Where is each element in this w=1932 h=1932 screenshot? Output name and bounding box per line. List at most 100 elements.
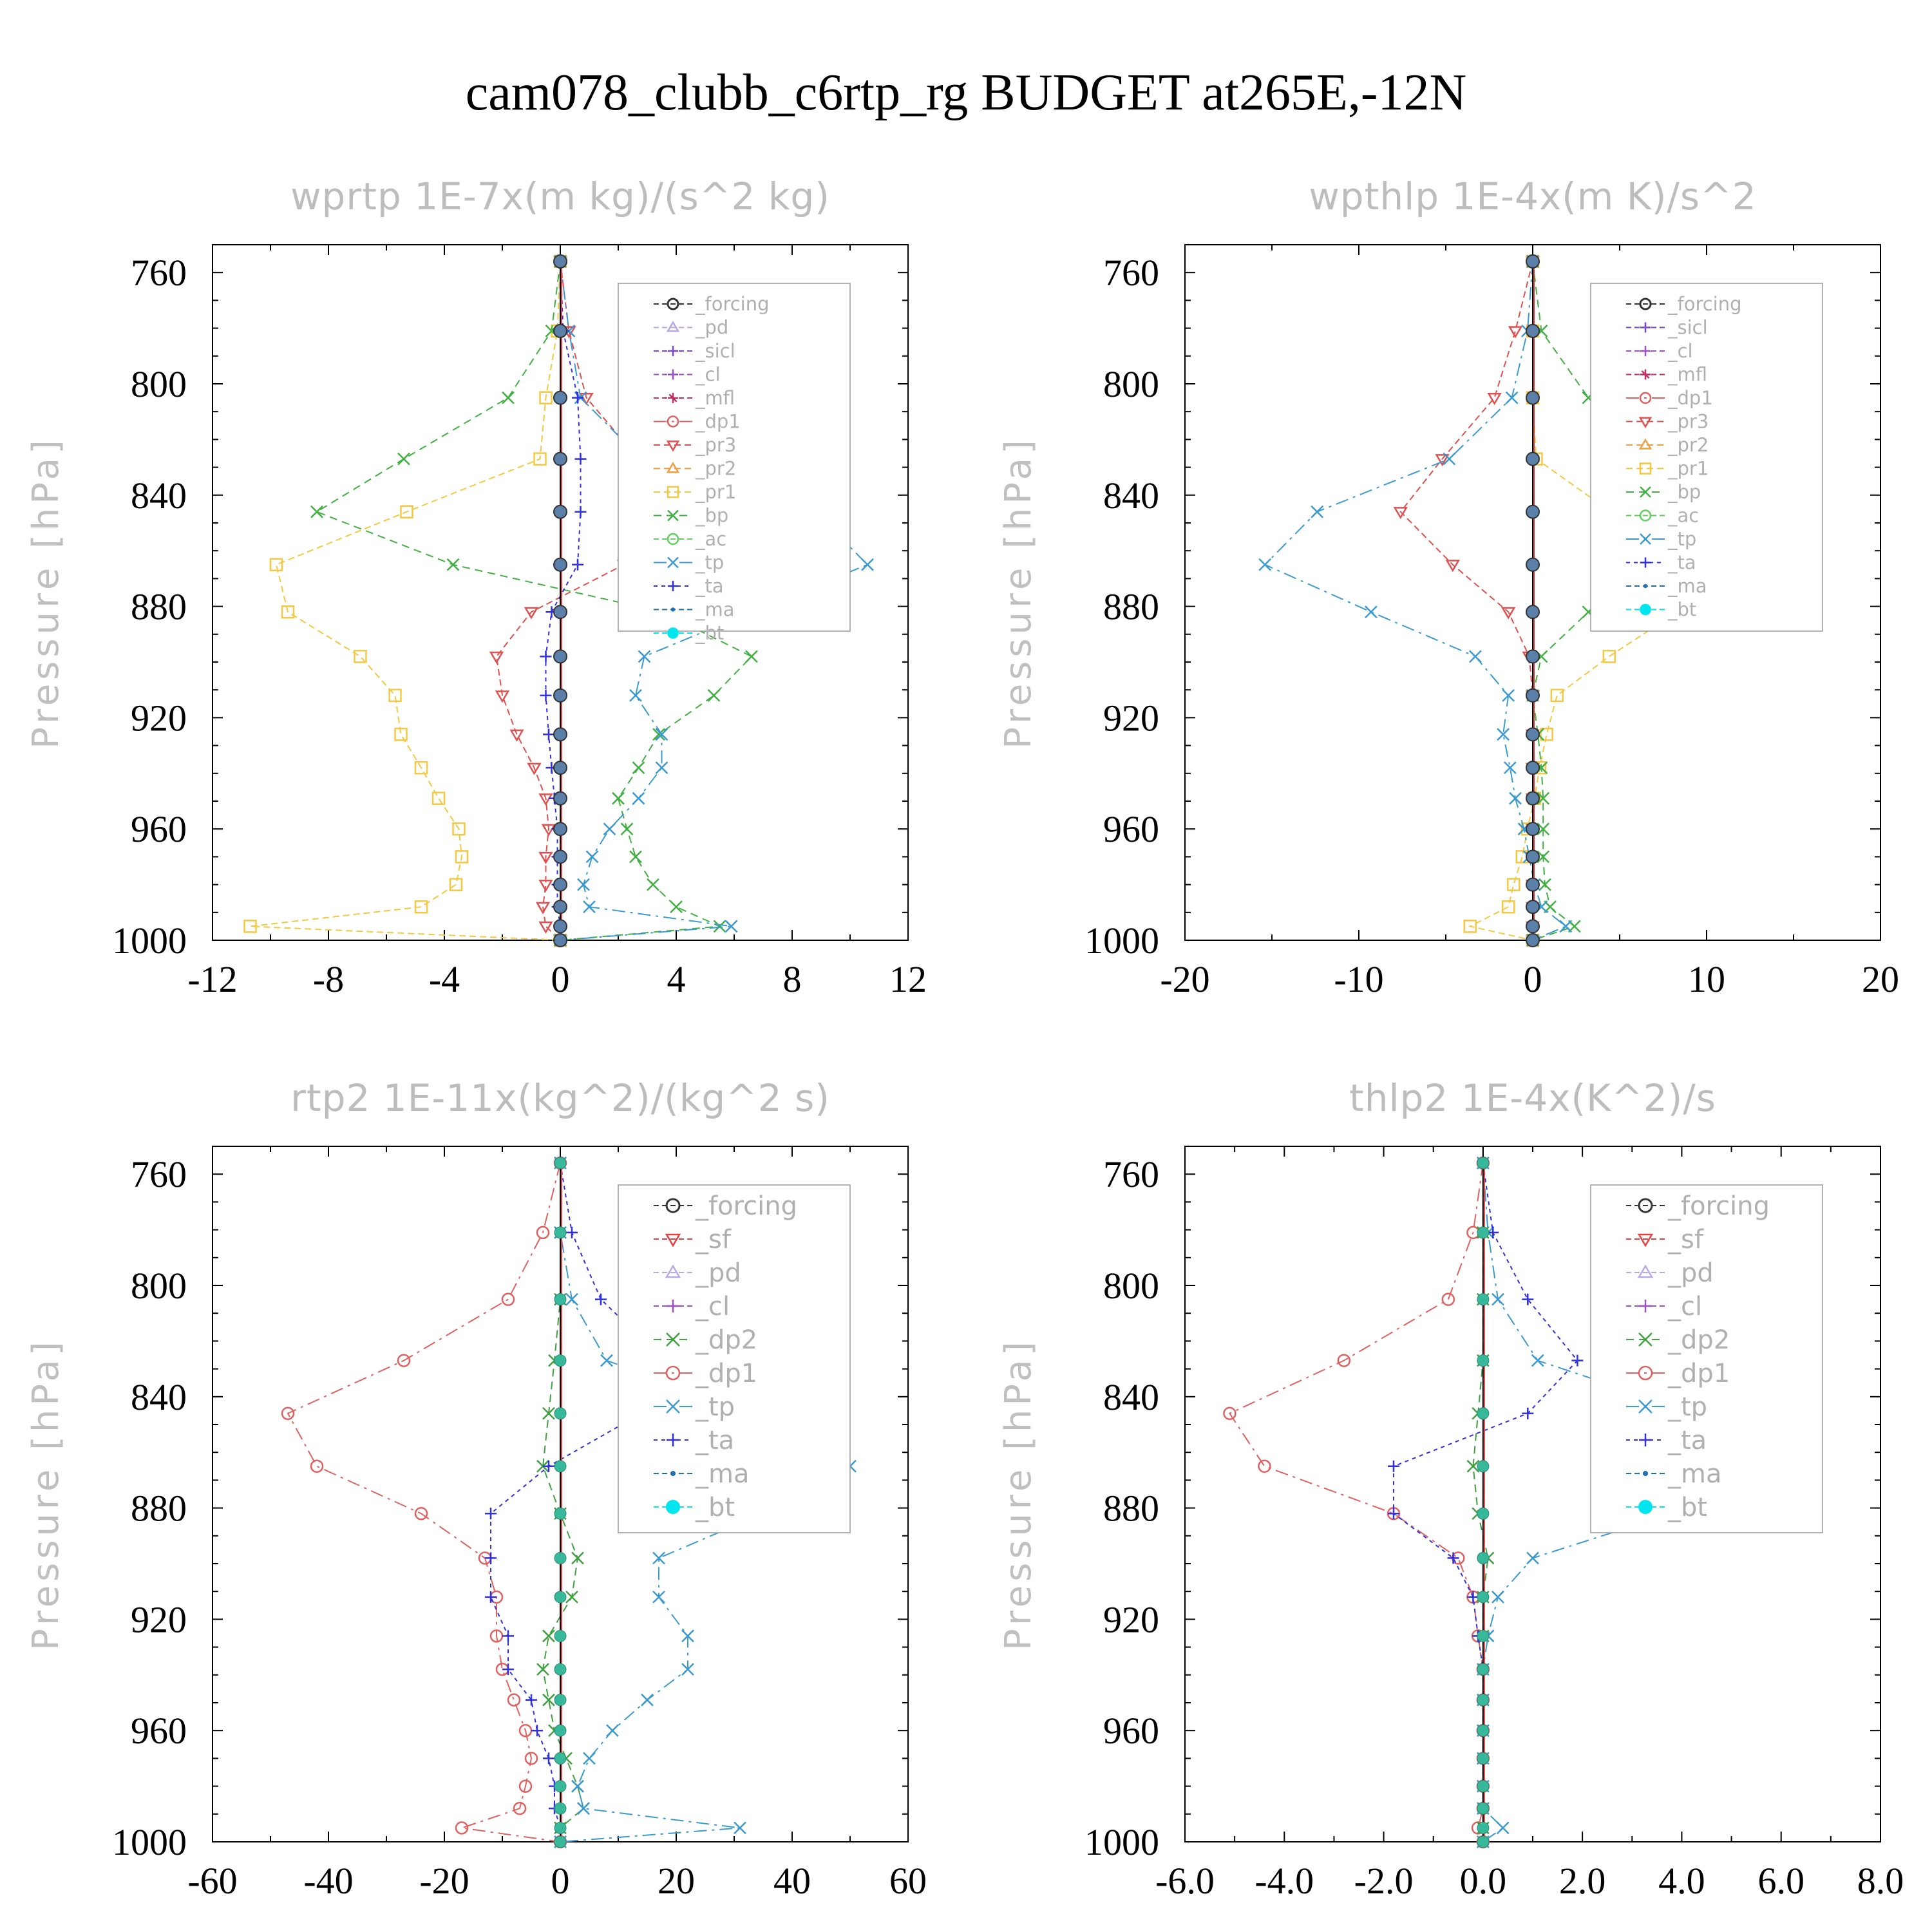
marker: [1640, 369, 1651, 380]
legend-label: _dp2: [1667, 1325, 1730, 1355]
legend-item-sf: _sf: [1626, 1225, 1704, 1255]
series-ta: [1388, 1157, 1584, 1848]
bt-marker: [553, 605, 567, 620]
marker: [485, 1508, 497, 1520]
y-tick-label: 800: [1103, 363, 1159, 405]
legend-label: _ma: [1667, 1459, 1721, 1489]
bt-marker: [1526, 557, 1540, 572]
marker: [565, 1590, 578, 1604]
legend-label: _dp1: [1667, 387, 1713, 409]
marker: [1638, 1500, 1653, 1514]
x-tick-label: 20: [1862, 958, 1899, 1000]
series-line: [1228, 1162, 1484, 1842]
zero-terms: [553, 245, 567, 947]
legend-label: _pr2: [695, 458, 736, 480]
series-dp2: [536, 1157, 590, 1848]
legend-label: _dp1: [1667, 1359, 1730, 1388]
marker: [531, 1725, 543, 1737]
legend-box: [1590, 1184, 1823, 1533]
marker: [542, 1406, 555, 1420]
marker: [1639, 1434, 1652, 1446]
marker: [572, 558, 583, 571]
marker: [1522, 1407, 1534, 1419]
marker: [1258, 1459, 1271, 1473]
y-axis-label: Pressure [hPa]: [998, 436, 1039, 749]
legend-item-pr3: _pr3: [654, 434, 736, 456]
bt-marker: [554, 1694, 567, 1707]
y-tick-label: 840: [1103, 475, 1159, 516]
marker: [414, 1506, 428, 1520]
marker: [1640, 322, 1651, 333]
marker: [652, 1590, 665, 1604]
marker: [1447, 1552, 1459, 1564]
marker: [542, 1629, 555, 1643]
marker: [518, 1779, 533, 1793]
bt-marker: [1477, 1629, 1490, 1642]
marker: [1539, 878, 1551, 891]
marker: [1501, 607, 1516, 620]
marker: [667, 509, 679, 522]
y-tick-label: 800: [131, 363, 187, 405]
bt-marker: [1477, 1724, 1490, 1737]
marker: [1639, 298, 1652, 310]
marker: [1640, 486, 1651, 498]
legend-item-ac: _ac: [654, 528, 726, 550]
legend-label: _forcing: [1667, 293, 1742, 315]
bt-marker: [1477, 1802, 1490, 1815]
marker: [681, 1629, 694, 1643]
marker: [638, 650, 651, 663]
bt-marker: [553, 504, 567, 519]
legend-label: _ta: [695, 1426, 734, 1455]
legend-item-dp2: _dp2: [1626, 1325, 1730, 1355]
marker: [310, 505, 323, 518]
marker: [543, 1752, 554, 1765]
marker: [681, 1663, 694, 1676]
bt-marker: [1477, 1157, 1490, 1170]
y-tick-label: 920: [131, 697, 187, 739]
legend-item-cl: _cl: [1626, 1292, 1702, 1321]
bt-marker: [1526, 688, 1540, 703]
legend-label: _pr2: [1667, 434, 1709, 456]
marker: [538, 793, 553, 806]
legend-label: _ma: [695, 1459, 749, 1489]
marker: [620, 822, 634, 836]
bt-marker: [554, 1724, 567, 1737]
chart-panel-4: thlp2 1E-4x(K^2)/s -6.0 -4.0 -2.0 0.0 2.0 4.0 6…: [998, 1076, 1904, 1902]
legend-item-ta: _ta: [1626, 552, 1696, 574]
bt-marker: [553, 877, 567, 892]
marker: [574, 453, 587, 465]
figure-title: cam078_clubb_c6rtp_rg BUDGET at265E,-12N: [466, 64, 1467, 121]
marker: [667, 627, 679, 639]
bt-marker: [1526, 504, 1540, 519]
marker: [485, 1591, 497, 1603]
marker: [652, 728, 665, 741]
bt-marker: [1477, 1293, 1490, 1306]
series-line: [1264, 261, 1567, 941]
x-tick-label: 6.0: [1757, 1860, 1804, 1902]
bt-marker: [554, 1551, 567, 1564]
marker: [414, 900, 428, 914]
y-tick-label: 760: [131, 1153, 187, 1195]
bt-marker: [1477, 1460, 1490, 1473]
marker: [533, 452, 547, 466]
marker: [1640, 533, 1651, 545]
marker: [1445, 560, 1460, 573]
marker: [1496, 1821, 1510, 1835]
bt-marker: [1526, 605, 1540, 620]
legend-label: _pr3: [695, 434, 736, 456]
legend-label: _tp: [1667, 1392, 1707, 1422]
legend-item-tp: _tp: [1626, 528, 1696, 550]
legend-label: _mfl: [1667, 364, 1707, 386]
bt-marker: [554, 1591, 567, 1604]
x-tick-label: -60: [187, 1860, 237, 1902]
marker: [536, 1226, 550, 1240]
marker: [665, 1264, 681, 1278]
marker: [1497, 728, 1510, 741]
legend-item-tp: _tp: [654, 1392, 735, 1422]
legend-label: _cl: [1667, 1292, 1702, 1321]
legend-item-pr1: _pr1: [1626, 458, 1709, 480]
marker: [667, 415, 679, 428]
marker: [1639, 392, 1652, 404]
legend-label: _ta: [1667, 1426, 1707, 1455]
